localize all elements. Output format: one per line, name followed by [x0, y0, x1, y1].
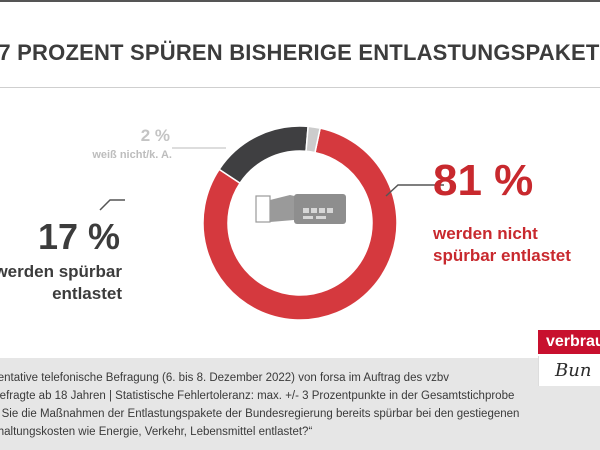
source-footer: sentative telefonische Befragung (6. bis…: [0, 358, 600, 450]
vzbv-logo: verbrauc Bun: [538, 330, 600, 390]
logo-bottom: Bun: [538, 356, 600, 386]
logo-top: verbrauc: [538, 330, 600, 354]
donut-slice-81: [202, 127, 398, 321]
hand-holding-credit-card-icon: [255, 194, 346, 224]
slice-label-2-pct: 2 %: [140, 126, 170, 145]
chart-title: 17 PROZENT SPÜREN BISHERIGE ENTLASTUNGSP…: [0, 40, 600, 65]
donut-slice-17: [218, 125, 309, 185]
slice-label-81-pct: 81 %: [433, 156, 534, 205]
donut-slice-2: [305, 125, 322, 154]
slice-label-17-line1: werden spürbar: [0, 262, 122, 281]
slice-label-2-text: weiß nicht/k. A.: [92, 149, 172, 161]
leader-line-17: [99, 199, 125, 211]
footer-line-4: shaltungskosten wie Energie, Verkehr, Le…: [0, 426, 313, 438]
slice-label-81-line1: werden nicht: [433, 224, 538, 243]
leader-line-81: [385, 184, 444, 197]
slice-label-81-line2: spürbar entlastet: [433, 246, 571, 265]
slice-label-17-pct: 17 %: [37, 216, 120, 257]
donut-chart: [99, 125, 444, 321]
slice-label-17-line2: entlastet: [52, 284, 122, 303]
footer-line-2: Befragte ab 18 Jahren | Statistische Feh…: [0, 390, 515, 402]
title-divider: [0, 87, 600, 88]
top-border: [0, 0, 600, 2]
footer-line-3: n Sie die Maßnahmen der Entlastungspaket…: [0, 408, 520, 420]
footer-line-1: sentative telefonische Befragung (6. bis…: [0, 372, 450, 384]
